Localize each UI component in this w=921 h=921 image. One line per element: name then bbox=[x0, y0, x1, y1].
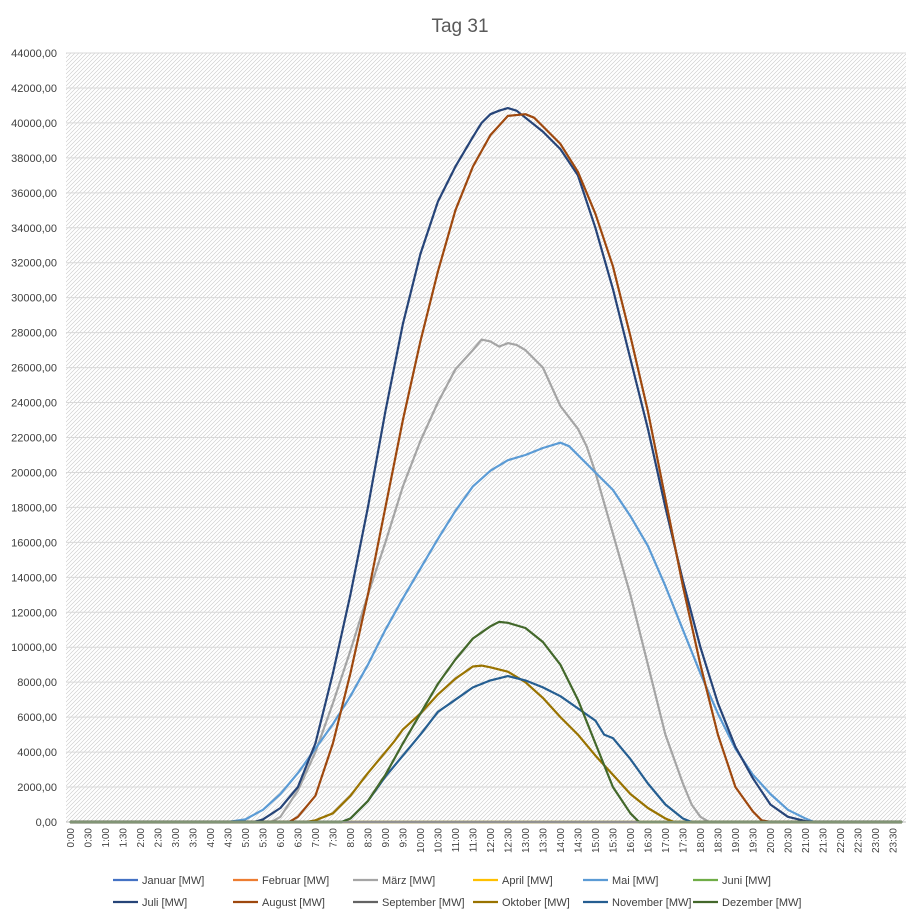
y-tick-label: 12000,00 bbox=[11, 607, 57, 619]
y-tick-label: 0,00 bbox=[36, 817, 57, 829]
series-line-oktober bbox=[69, 664, 903, 824]
x-tick-label: 12:00 bbox=[486, 828, 497, 853]
legend-label: Oktober [MW] bbox=[502, 897, 570, 909]
legend-label: November [MW] bbox=[612, 897, 691, 909]
legend-label: Juli [MW] bbox=[142, 897, 187, 909]
x-tick-label: 22:00 bbox=[836, 828, 847, 853]
x-tick-label: 4:00 bbox=[206, 828, 217, 848]
legend-label: März [MW] bbox=[382, 875, 435, 887]
x-tick-label: 5:30 bbox=[258, 828, 269, 848]
x-tick-label: 23:30 bbox=[888, 828, 899, 853]
y-tick-label: 20000,00 bbox=[11, 467, 57, 479]
x-tick-label: 8:30 bbox=[363, 828, 374, 848]
x-tick-label: 13:30 bbox=[538, 828, 549, 853]
x-tick-label: 21:30 bbox=[818, 828, 829, 853]
legend-label: Mai [MW] bbox=[612, 875, 658, 887]
x-tick-label: 15:30 bbox=[608, 828, 619, 853]
x-tick-label: 0:30 bbox=[83, 828, 94, 848]
x-tick-label: 14:00 bbox=[556, 828, 567, 853]
x-tick-label: 20:00 bbox=[766, 828, 777, 853]
y-tick-label: 38000,00 bbox=[11, 153, 57, 165]
y-tick-label: 14000,00 bbox=[11, 572, 57, 584]
series-line-märz bbox=[69, 338, 903, 824]
x-tick-label: 3:30 bbox=[188, 828, 199, 848]
x-tick-label: 2:00 bbox=[136, 828, 147, 848]
x-tick-label: 16:00 bbox=[626, 828, 637, 853]
x-tick-label: 1:00 bbox=[101, 828, 112, 848]
x-tick-label: 11:00 bbox=[451, 828, 462, 853]
y-tick-label: 4000,00 bbox=[17, 747, 57, 759]
x-tick-label: 6:00 bbox=[276, 828, 287, 848]
x-tick-label: 22:30 bbox=[853, 828, 864, 853]
x-tick-label: 0:00 bbox=[66, 828, 77, 848]
y-tick-label: 8000,00 bbox=[17, 677, 57, 689]
legend-label: Januar [MW] bbox=[142, 875, 204, 887]
x-tick-label: 19:00 bbox=[731, 828, 742, 853]
x-tick-label: 8:00 bbox=[346, 828, 357, 848]
x-tick-label: 16:30 bbox=[643, 828, 654, 853]
x-tick-label: 15:00 bbox=[591, 828, 602, 853]
x-tick-label: 20:30 bbox=[783, 828, 794, 853]
x-tick-label: 11:30 bbox=[468, 828, 479, 853]
legend-label: Februar [MW] bbox=[262, 875, 329, 887]
x-tick-label: 19:30 bbox=[748, 828, 759, 853]
x-tick-label: 21:00 bbox=[801, 828, 812, 853]
legend-label: Dezember [MW] bbox=[722, 897, 801, 909]
y-tick-label: 2000,00 bbox=[17, 782, 57, 794]
series-line-dezember bbox=[69, 620, 903, 824]
legend-label: April [MW] bbox=[502, 875, 553, 887]
y-tick-label: 6000,00 bbox=[17, 712, 57, 724]
x-tick-label: 5:00 bbox=[241, 828, 252, 848]
x-tick-label: 17:30 bbox=[678, 828, 689, 853]
x-tick-label: 10:30 bbox=[433, 828, 444, 853]
y-tick-label: 40000,00 bbox=[11, 118, 57, 130]
y-tick-label: 24000,00 bbox=[11, 398, 57, 410]
x-tick-label: 14:30 bbox=[573, 828, 584, 853]
legend-label: September [MW] bbox=[382, 897, 465, 909]
x-tick-label: 12:30 bbox=[503, 828, 514, 853]
y-tick-label: 26000,00 bbox=[11, 363, 57, 375]
x-tick-label: 6:30 bbox=[293, 828, 304, 848]
x-tick-label: 1:30 bbox=[118, 828, 129, 848]
series-line-juli bbox=[69, 106, 903, 824]
x-tick-label: 7:00 bbox=[311, 828, 322, 848]
y-tick-label: 44000,00 bbox=[11, 48, 57, 60]
y-tick-label: 30000,00 bbox=[11, 293, 57, 305]
x-tick-label: 23:00 bbox=[871, 828, 882, 853]
legend-label: August [MW] bbox=[262, 897, 325, 909]
chart-title: Tag 31 bbox=[431, 16, 488, 37]
x-tick-label: 9:30 bbox=[398, 828, 409, 848]
y-tick-label: 18000,00 bbox=[11, 502, 57, 514]
y-tick-label: 10000,00 bbox=[11, 642, 57, 654]
legend-label: Juni [MW] bbox=[722, 875, 771, 887]
y-tick-label: 34000,00 bbox=[11, 223, 57, 235]
y-tick-label: 16000,00 bbox=[11, 537, 57, 549]
x-tick-label: 7:30 bbox=[328, 828, 339, 848]
y-tick-label: 28000,00 bbox=[11, 328, 57, 340]
x-tick-label: 18:00 bbox=[696, 828, 707, 853]
x-tick-label: 18:30 bbox=[713, 828, 724, 853]
x-tick-label: 9:00 bbox=[381, 828, 392, 848]
series-line-mai bbox=[69, 441, 903, 824]
x-tick-label: 10:00 bbox=[416, 828, 427, 853]
y-tick-label: 32000,00 bbox=[11, 258, 57, 270]
x-tick-label: 3:00 bbox=[171, 828, 182, 848]
y-tick-label: 22000,00 bbox=[11, 433, 57, 445]
x-tick-label: 4:30 bbox=[223, 828, 234, 848]
y-tick-label: 36000,00 bbox=[11, 188, 57, 200]
y-tick-label: 42000,00 bbox=[11, 83, 57, 95]
x-tick-label: 2:30 bbox=[153, 828, 164, 848]
x-tick-label: 13:00 bbox=[521, 828, 532, 853]
series-line-august bbox=[69, 113, 903, 824]
x-tick-label: 17:00 bbox=[661, 828, 672, 853]
